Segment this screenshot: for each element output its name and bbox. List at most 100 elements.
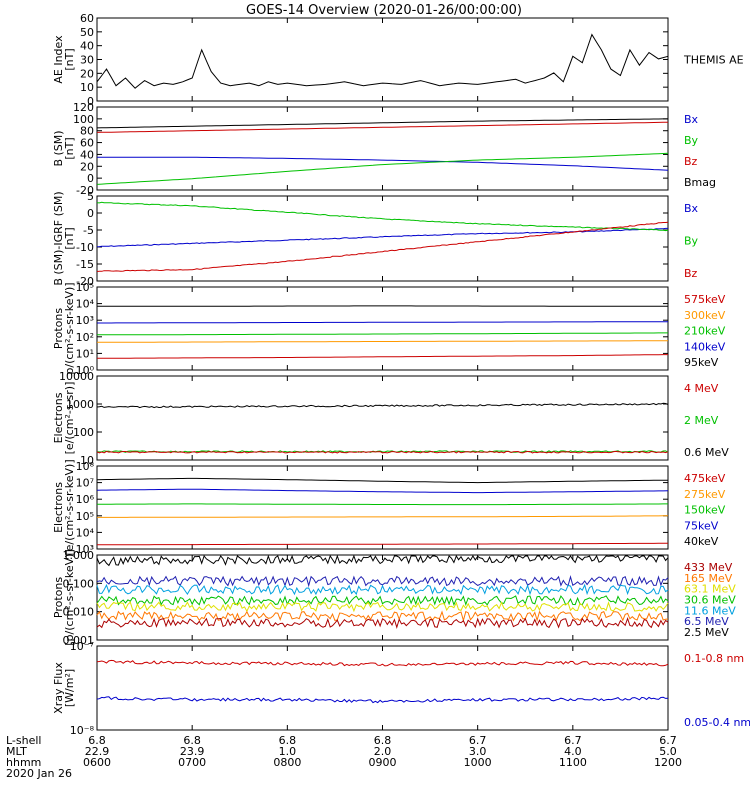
ytick-label: 120: [73, 101, 94, 114]
row-label-lshell: L-shell: [6, 734, 42, 747]
xtick-label-mlt: 4.0: [564, 745, 582, 758]
series-line-433-mev: [96, 554, 669, 567]
series-line-0-6-mev: [96, 402, 669, 409]
series-line-bx: [97, 156, 669, 171]
xtick-label-mlt: 2.0: [374, 745, 392, 758]
xtick-label-lshell: 6.8: [183, 734, 201, 747]
ytick-label: -10: [76, 241, 94, 254]
y-axis-label: Protons: [52, 308, 65, 349]
ytick-label: 10²: [76, 331, 94, 344]
ytick-label: 10⁻⁸: [70, 724, 95, 737]
legend-label: By: [684, 134, 699, 147]
legend-label: 11.6 MeV: [684, 604, 736, 617]
legend-label: 2 MeV: [684, 414, 719, 427]
legend-label: 0.05-0.4 nm: [684, 716, 750, 729]
xtick-label-mlt: 3.0: [469, 745, 487, 758]
row-label-mlt: MLT: [6, 745, 27, 758]
ytick-label: 10⁴: [76, 298, 95, 311]
panel-frame: [96, 554, 669, 641]
legend-label: 433 MeV: [684, 561, 733, 574]
legend-label: 75keV: [684, 519, 719, 532]
series-line-95kev: [97, 354, 668, 359]
ytick-label: 40: [80, 148, 94, 161]
y-axis-label: B (SM)-IGRF (SM): [52, 191, 65, 285]
ytick-label: 0.001: [63, 634, 95, 647]
legend-label: Bmag: [684, 176, 716, 189]
legend-label: By: [684, 235, 699, 248]
ytick-label: 60: [80, 12, 94, 25]
panel-protons_mev: 0.001 0.010 0.100 1.000 Protons[p/(cm²-s-sr-…: [52, 549, 736, 647]
ytick-label: 100: [73, 426, 94, 439]
xtick-label-mlt: 5.0: [659, 745, 677, 758]
panel-electrons_mev: 10 100 1000 10000 Electrons[e/(cm²-s-sr)] 4 M…: [52, 370, 729, 467]
xtick-label-mlt: 23.9: [180, 745, 205, 758]
series-line-2-5-mev: [96, 616, 669, 629]
ytick-label: 10³: [76, 314, 94, 327]
series-line-bmag: [96, 118, 668, 129]
y-axis-label: p/(cm²-s-sr-keV)]: [63, 282, 76, 374]
xtick-label-lshell: 6.7: [469, 734, 487, 747]
legend-label: 2.5 MeV: [684, 626, 729, 639]
ytick-label: 80: [80, 125, 94, 138]
xtick-label-lshell: 6.8: [279, 734, 297, 747]
legend-label: Bx: [684, 113, 699, 126]
ytick-label: -20: [76, 275, 94, 288]
xtick-label-hhmm: 1200: [654, 756, 682, 769]
legend-label: 210keV: [684, 325, 726, 338]
legend-label: 95keV: [684, 356, 719, 369]
ytick-label: -15: [76, 258, 94, 271]
panel-protons_kev: 10⁰ 10¹ 10² 10³ 10⁴ 10⁵ Protonsp/(cm²-s-sr-keV…: [52, 281, 726, 377]
ytick-label: 10¹: [76, 347, 94, 360]
series-line-210kev: [97, 332, 668, 336]
ytick-label: 50: [80, 26, 94, 39]
xtick-label-hhmm: 1000: [464, 756, 492, 769]
ytick-label: 10: [80, 454, 94, 467]
legend-label: 150keV: [684, 504, 726, 517]
xtick-label-hhmm: 0600: [83, 756, 111, 769]
panel-bigrf: -20 -15 -10 -5 0 5 B (SM)-IGRF (SM)[nT] Bx By Bz: [52, 190, 699, 288]
y-axis-label: [nT]: [63, 227, 76, 249]
y-axis-label: Xray Flux: [52, 662, 65, 714]
ytick-label: 10⁴: [76, 526, 95, 539]
series-line-0-1-0-8-nm: [96, 659, 669, 667]
ytick-label: 0.010: [63, 606, 95, 619]
y-axis-label: Electrons: [52, 392, 65, 443]
ytick-label: 10⁵: [76, 510, 94, 523]
ytick-label: 20: [80, 67, 94, 80]
ytick-label: 1.000: [63, 549, 95, 562]
ytick-label: 5: [87, 190, 94, 203]
ytick-label: -5: [83, 224, 94, 237]
y-axis-label: AE Index: [52, 35, 65, 84]
y-axis-label: [e/(cm²-s-sr)]: [63, 382, 76, 455]
ytick-label: 10000: [59, 370, 94, 383]
y-axis-label: [W/m²]: [63, 669, 76, 707]
row-label-hhmm: hhmm: [6, 756, 41, 769]
xtick-label-lshell: 6.8: [88, 734, 106, 747]
ytick-label: 0: [87, 207, 94, 220]
series-line-4-mev: [96, 450, 669, 454]
series-line-165-mev: [96, 575, 669, 588]
ytick-label: 10⁻⁷: [70, 640, 94, 653]
ytick-label: 10⁵: [76, 281, 94, 294]
legend-label: Bz: [684, 155, 698, 168]
series-line-themis-ae: [96, 33, 669, 89]
series-line-by: [96, 201, 669, 232]
ytick-label: 10⁸: [76, 460, 95, 473]
legend-label: Bx: [684, 202, 699, 215]
xtick-label-lshell: 6.7: [564, 734, 582, 747]
xtick-label-mlt: 1.0: [279, 745, 297, 758]
y-axis-label: Protons: [52, 577, 65, 618]
ytick-label: 20: [80, 160, 94, 173]
legend-label: 165 MeV: [684, 572, 733, 585]
series-line-by: [96, 152, 669, 185]
series-line-75kev: [96, 488, 669, 494]
ytick-label: 10³: [76, 543, 94, 556]
series-line-150kev: [97, 503, 668, 506]
ytick-label: 60: [80, 137, 94, 150]
series-line-bz: [96, 221, 669, 272]
y-axis-label: [nT]: [63, 137, 76, 159]
ytick-label: 10⁷: [76, 477, 94, 490]
series-line-bz: [96, 121, 669, 133]
